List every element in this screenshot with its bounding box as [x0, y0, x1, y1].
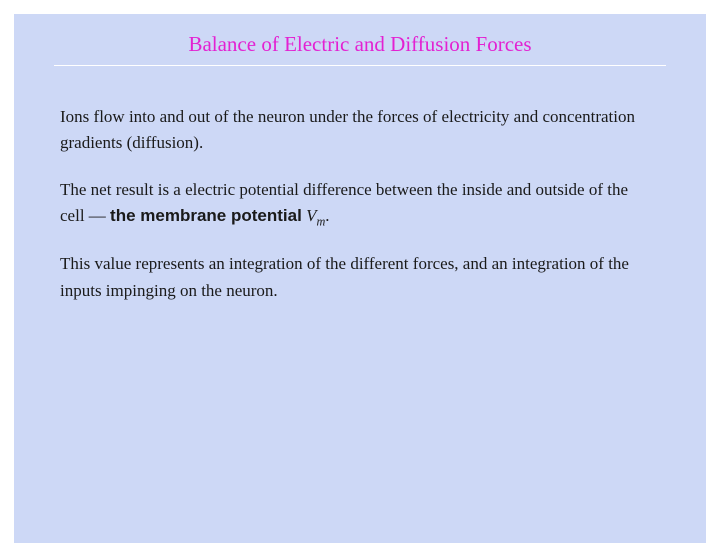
slide-outer: Balance of Electric and Diffusion Forces… [0, 0, 720, 557]
para2-bold-term: the membrane potential [110, 206, 302, 225]
slide-inner: Balance of Electric and Diffusion Forces… [14, 14, 706, 543]
slide-title: Balance of Electric and Diffusion Forces [54, 32, 666, 66]
paragraph-3: This value represents an integration of … [60, 251, 654, 304]
para2-period: . [325, 206, 329, 225]
slide-content: Ions flow into and out of the neuron und… [54, 104, 666, 304]
paragraph-1: Ions flow into and out of the neuron und… [60, 104, 654, 157]
paragraph-2: The net result is a electric potential d… [60, 177, 654, 232]
symbol-m-subscript: m [316, 214, 325, 228]
symbol-V: V [306, 206, 316, 225]
